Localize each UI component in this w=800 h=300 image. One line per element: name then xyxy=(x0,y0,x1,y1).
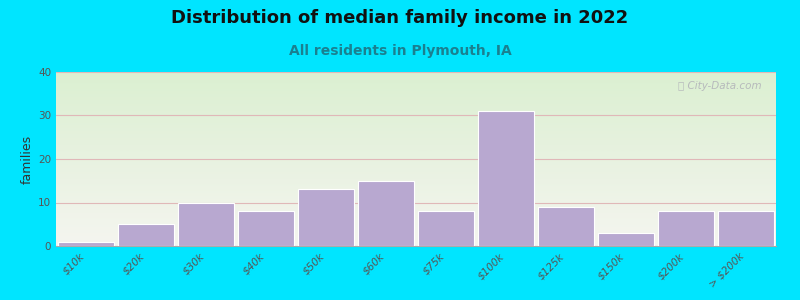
Y-axis label: families: families xyxy=(21,134,34,184)
Bar xyxy=(178,202,234,246)
Text: ⓘ City-Data.com: ⓘ City-Data.com xyxy=(678,81,762,91)
Bar xyxy=(658,211,714,246)
Bar xyxy=(598,233,654,246)
Bar xyxy=(418,211,474,246)
Bar xyxy=(718,211,774,246)
Bar xyxy=(538,207,594,246)
Bar xyxy=(298,190,354,246)
Text: Distribution of median family income in 2022: Distribution of median family income in … xyxy=(171,9,629,27)
Text: All residents in Plymouth, IA: All residents in Plymouth, IA xyxy=(289,44,511,58)
Bar xyxy=(358,181,414,246)
Bar xyxy=(238,211,294,246)
Bar xyxy=(58,242,114,246)
Bar xyxy=(118,224,174,246)
Bar xyxy=(478,111,534,246)
